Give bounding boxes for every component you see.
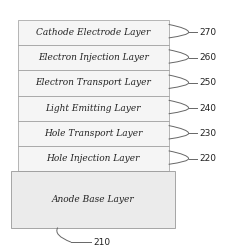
Bar	[18, 20, 169, 45]
Bar	[18, 146, 169, 171]
Bar	[18, 45, 169, 70]
Text: Hole Transport Layer: Hole Transport Layer	[44, 129, 142, 138]
Text: Cathode Electrode Layer: Cathode Electrode Layer	[36, 28, 150, 37]
Text: 240: 240	[200, 104, 217, 113]
Text: Electron Injection Layer: Electron Injection Layer	[38, 53, 149, 62]
Text: Electron Transport Layer: Electron Transport Layer	[35, 78, 151, 87]
Text: 220: 220	[200, 154, 217, 163]
Text: 230: 230	[200, 129, 217, 138]
Text: Light Emitting Layer: Light Emitting Layer	[45, 104, 141, 113]
Text: 270: 270	[200, 28, 217, 37]
Text: Anode Base Layer: Anode Base Layer	[52, 195, 134, 204]
Bar	[11, 171, 175, 228]
Text: 250: 250	[200, 78, 217, 87]
Text: 210: 210	[93, 238, 110, 247]
Bar	[18, 70, 169, 96]
Text: 260: 260	[200, 53, 217, 62]
Text: Hole Injection Layer: Hole Injection Layer	[47, 154, 140, 163]
Bar	[18, 96, 169, 121]
Bar	[18, 121, 169, 146]
